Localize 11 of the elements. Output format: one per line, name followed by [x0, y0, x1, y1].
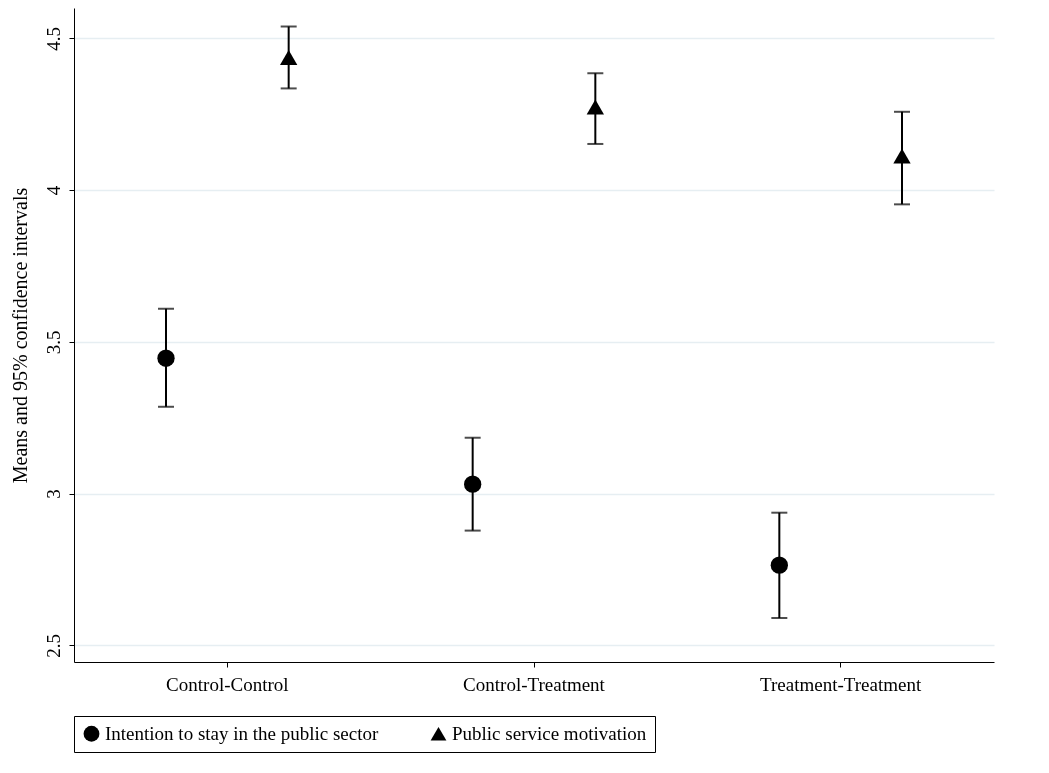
- y-tick-label: 3: [42, 489, 64, 499]
- legend-label: Public service motivation: [452, 722, 647, 744]
- legend-label: Intention to stay in the public sector: [105, 722, 379, 744]
- y-axis-title: Means and 95% confidence intervals: [8, 187, 31, 484]
- y-tick-label: 4.5: [42, 26, 64, 51]
- x-tick-label: Control-Control: [166, 673, 289, 695]
- y-tick-label: 3.5: [42, 330, 64, 355]
- x-tick-label: Treatment-Treatment: [760, 673, 922, 695]
- x-tick-label: Control-Treatment: [463, 673, 606, 695]
- y-tick-label: 4: [42, 185, 64, 196]
- y-tick-label: 2.5: [42, 633, 64, 658]
